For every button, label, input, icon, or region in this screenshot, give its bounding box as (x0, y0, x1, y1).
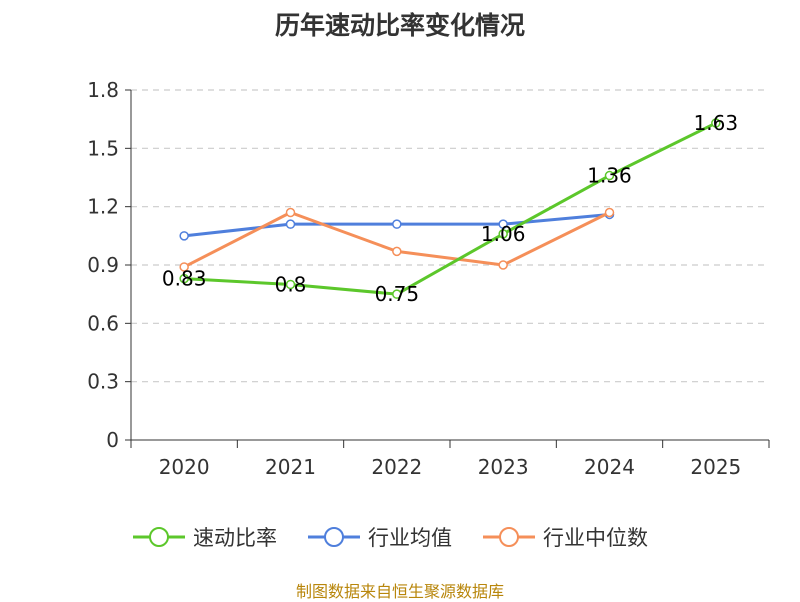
y-tick-label: 0.3 (87, 370, 119, 394)
series-line (184, 121, 717, 296)
y-tick-label: 1.8 (87, 78, 119, 102)
source-note: 制图数据来自恒生聚源数据库 (295, 582, 504, 601)
x-tick-label: 2022 (371, 455, 422, 479)
data-point (498, 219, 508, 229)
data-label: 0.75 (375, 282, 420, 306)
legend-label: 速动比率 (193, 526, 277, 550)
legend-label: 行业均值 (368, 526, 452, 550)
data-label: 0.8 (275, 272, 307, 296)
data-label: 1.06 (481, 222, 526, 246)
data-point (392, 289, 402, 299)
x-tick-label: 2025 (690, 455, 741, 479)
legend-marker (499, 527, 519, 547)
data-point (498, 229, 508, 239)
data-point (285, 219, 296, 229)
data-point (179, 231, 189, 241)
y-tick-label: 0.6 (87, 311, 119, 335)
data-point (285, 207, 296, 218)
data-point (392, 246, 402, 257)
data-point (179, 262, 189, 272)
data-point (604, 207, 615, 218)
y-tick-label: 0.9 (87, 253, 119, 277)
x-tick-label: 2024 (584, 455, 635, 479)
data-point (604, 170, 615, 181)
data-point (179, 273, 189, 284)
x-tick-label: 2021 (265, 455, 316, 479)
data-label: 1.36 (587, 164, 632, 188)
legend-label: 行业中位数 (543, 526, 648, 550)
chart-title: 历年速动比率变化情况 (274, 11, 525, 40)
data-point (392, 219, 402, 229)
data-label: 0.83 (162, 267, 207, 291)
data-point (498, 260, 508, 270)
legend-marker (149, 527, 169, 547)
x-tick-label: 2023 (478, 455, 529, 479)
x-tick-label: 2020 (159, 455, 210, 479)
data-label: 1.63 (694, 111, 739, 135)
y-tick-label: 1.2 (87, 195, 119, 219)
y-tick-label: 0 (106, 428, 119, 452)
y-tick-label: 1.5 (87, 136, 119, 160)
legend-marker (324, 527, 344, 547)
data-point (285, 279, 296, 290)
data-point (711, 118, 721, 128)
